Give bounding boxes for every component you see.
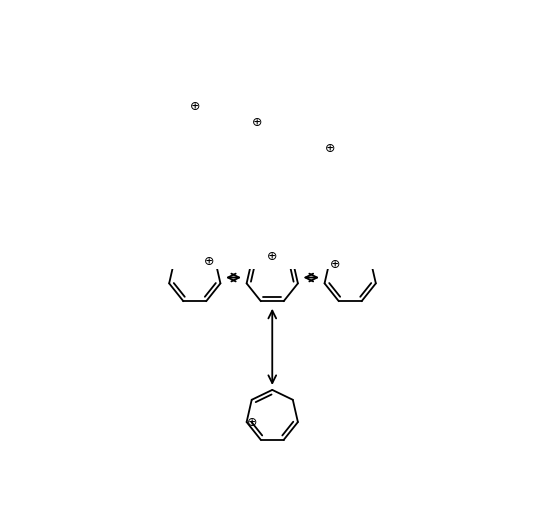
Text: ⊕: ⊕ xyxy=(247,415,258,428)
Text: ⊕: ⊕ xyxy=(252,116,263,129)
Text: ⊕: ⊕ xyxy=(190,100,200,113)
Text: ⊕: ⊕ xyxy=(325,142,336,155)
Text: ⊕: ⊕ xyxy=(267,251,277,264)
Text: ⊕: ⊕ xyxy=(330,258,341,271)
Text: ⊕: ⊕ xyxy=(203,255,214,268)
